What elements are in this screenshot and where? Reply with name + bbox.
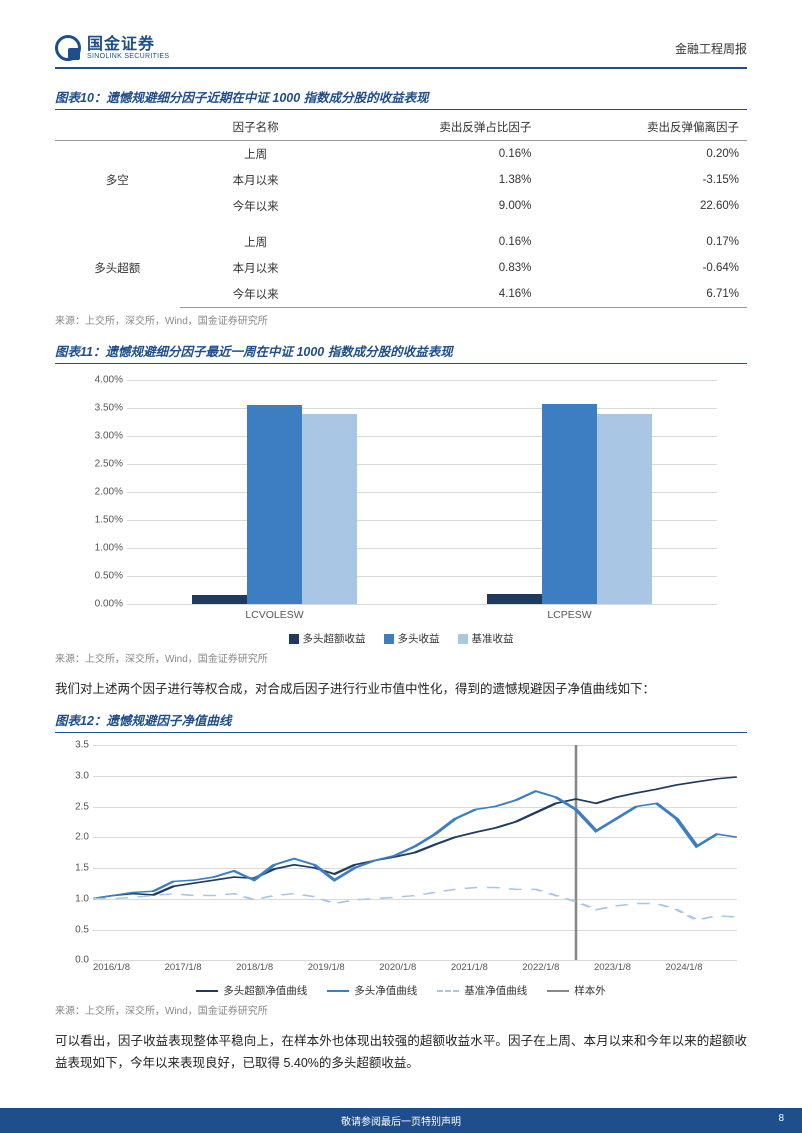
paragraph-1: 我们对上述两个因子进行等权合成，对合成后因子进行行业市值中性化，得到的遗憾规避因… <box>55 679 747 700</box>
th-c1: 卖出反弹占比因子 <box>332 114 540 141</box>
table10-caption: 图表10：遗憾规避细分因子近期在中证 1000 指数成分股的收益表现 <box>55 87 747 110</box>
page-header: 国金证券 SINOLINK SECURITIES 金融工程周报 <box>55 35 747 69</box>
table10: 因子名称 卖出反弹占比因子 卖出反弹偏离因子 多空 上周 0.16% 0.20%… <box>55 114 747 308</box>
header-title: 金融工程周报 <box>675 40 747 57</box>
chart11-caption: 图表11：遗憾规避细分因子最近一周在中证 1000 指数成分股的收益表现 <box>55 341 747 364</box>
table10-source: 来源：上交所，深交所，Wind，国金证券研究所 <box>55 312 747 327</box>
chart12-source: 来源：上交所，深交所，Wind，国金证券研究所 <box>55 1002 747 1017</box>
logo-cn: 国金证券 <box>87 37 169 53</box>
chart12-caption: 图表12：遗憾规避因子净值曲线 <box>55 710 747 733</box>
table-row: 多空 上周 0.16% 0.20% <box>55 141 747 168</box>
group1-label: 多空 <box>55 141 180 220</box>
table-row: 多头超额 上周 0.16% 0.17% <box>55 229 747 255</box>
group2-label: 多头超额 <box>55 229 180 308</box>
logo: 国金证券 SINOLINK SECURITIES <box>55 35 169 61</box>
chart11: 0.00%0.50%1.00%1.50%2.00%2.50%3.00%3.50%… <box>55 368 747 646</box>
chart12: 0.00.51.01.52.02.53.03.5 2016/1/82017/1/… <box>55 737 747 998</box>
logo-icon <box>55 35 81 61</box>
th-name: 因子名称 <box>180 114 332 141</box>
footer-text: 敬请参阅最后一页特别声明 <box>341 1113 461 1128</box>
chart11-source: 来源：上交所，深交所，Wind，国金证券研究所 <box>55 650 747 665</box>
paragraph-2: 可以看出，因子收益表现整体平稳向上，在样本外也体现出较强的超额收益水平。因子在上… <box>55 1031 747 1074</box>
th-c2: 卖出反弹偏离因子 <box>539 114 747 141</box>
page-footer: 敬请参阅最后一页特别声明 8 <box>0 1108 802 1133</box>
page-number: 8 <box>778 1113 784 1124</box>
logo-en: SINOLINK SECURITIES <box>87 53 169 60</box>
